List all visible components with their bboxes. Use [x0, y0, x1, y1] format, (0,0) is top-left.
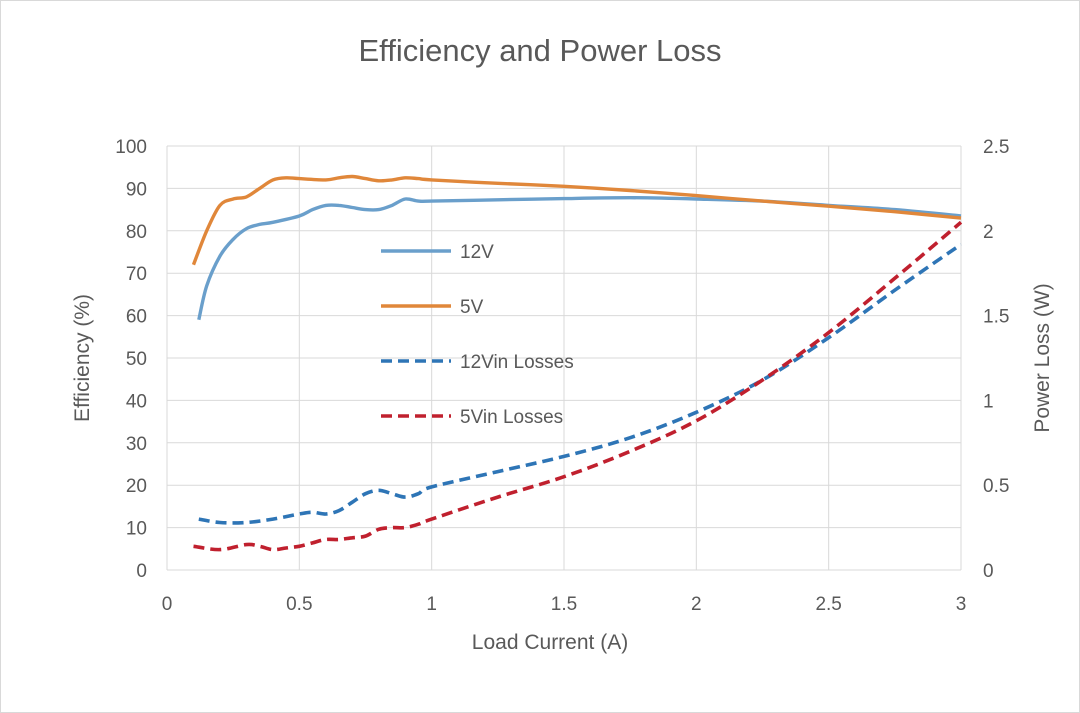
legend-label: 5V: [460, 297, 484, 318]
y-tick-label: 20: [126, 476, 147, 497]
series-line-12vin-losses: [198, 242, 963, 525]
y-axis-title: Efficiency (%): [71, 294, 94, 422]
x-tick-label: 2: [691, 594, 702, 615]
y2-axis-title: Power Loss (W): [1031, 283, 1054, 432]
y2-tick-label: 0.5: [983, 476, 1009, 497]
x-axis-ticks: 0 0.5 1 1.5 2 2.5 3: [162, 594, 967, 615]
y-tick-label: 70: [126, 264, 147, 285]
y-tick-label: 90: [126, 179, 147, 200]
x-tick-label: 0: [162, 594, 173, 615]
legend-label: 12Vin Losses: [460, 352, 574, 373]
y-tick-label: 10: [126, 519, 147, 540]
y-tick-label: 80: [126, 222, 147, 243]
y2-tick-label: 2.5: [983, 137, 1009, 158]
y2-tick-label: 1.5: [983, 307, 1009, 328]
y2-tick-label: 2: [983, 222, 994, 243]
y-tick-label: 40: [126, 391, 147, 412]
x-tick-label: 1.5: [551, 594, 577, 615]
series-line-5v: [191, 174, 962, 266]
y-tick-label: 50: [126, 349, 147, 370]
legend-label: 12V: [460, 242, 494, 263]
series-layer: [191, 174, 963, 552]
gridlines: [166, 145, 962, 571]
y2-tick-label: 1: [983, 391, 994, 412]
x-tick-label: 3: [956, 594, 967, 615]
chart-title: Efficiency and Power Loss: [358, 33, 721, 68]
y-tick-label: 100: [115, 137, 147, 158]
y-tick-label: 0: [136, 561, 147, 582]
x-tick-label: 2.5: [815, 594, 841, 615]
y2-tick-label: 0: [983, 561, 994, 582]
y2-axis-ticks: 0 0.5 1 1.5 2 2.5: [983, 137, 1009, 582]
x-tick-label: 1: [426, 594, 437, 615]
y-tick-label: 60: [126, 307, 147, 328]
x-axis-title: Load Current (A): [472, 631, 628, 654]
legend-label: 5Vin Losses: [460, 407, 563, 428]
x-tick-label: 0.5: [286, 594, 312, 615]
series-line-12v: [197, 196, 962, 321]
y-tick-label: 30: [126, 434, 147, 455]
y-axis-ticks: 0 10 20 30 40 50 60 70 80 90 100: [115, 137, 147, 582]
legend: 12V 5V 12Vin Losses 5Vin Losses: [381, 242, 574, 428]
series-line-5vin-losses: [193, 220, 963, 552]
